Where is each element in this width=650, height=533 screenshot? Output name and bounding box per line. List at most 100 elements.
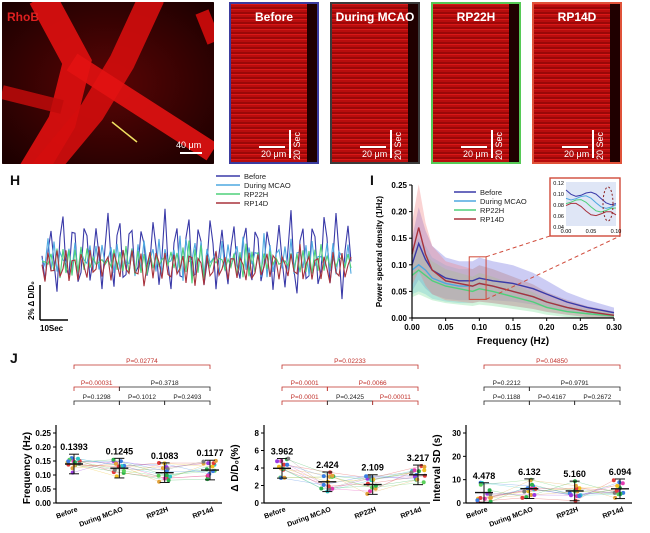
paired-line	[69, 459, 215, 477]
data-point	[206, 473, 211, 478]
inset-y-tick-label: 0.04	[553, 225, 564, 231]
paired-line	[487, 491, 619, 496]
y-tick-label: 2	[255, 482, 260, 491]
paired-line	[480, 482, 624, 494]
significance-bracket	[528, 386, 621, 391]
category-label: Before	[55, 506, 78, 520]
paired-line	[490, 484, 621, 502]
panel-i-chart: 0.00 0.05 0.10 0.15 0.20 0.25 0.30 0.00 0.05 0.10…	[375, 177, 622, 347]
legend-label: RP14D	[244, 199, 269, 208]
data-point	[617, 480, 622, 485]
zoom-box	[468, 256, 487, 300]
significance-bracket	[483, 386, 530, 391]
paired-line	[281, 460, 415, 492]
p-value-label: P=0.2212	[493, 380, 521, 387]
inset-x-tick-label: 0.05	[586, 229, 597, 235]
data-point	[614, 488, 619, 493]
x-tick-label: 0.00	[404, 323, 420, 332]
data-point	[522, 489, 527, 494]
data-point	[279, 459, 284, 463]
data-point	[285, 462, 290, 467]
data-point	[365, 491, 370, 496]
data-point	[532, 493, 537, 497]
kymograph-scale-label: 20 μm	[564, 149, 590, 159]
data-point	[475, 498, 480, 503]
y-axis-title: Interval SD (s)	[432, 434, 443, 501]
data-point	[156, 473, 161, 478]
y-tick-label: 0.20	[391, 208, 407, 217]
paired-line	[482, 482, 621, 496]
y-tick-label: 0	[457, 499, 462, 508]
kymograph-panel-3: RP14D 20 μm 20 Sec	[532, 2, 622, 164]
data-point	[205, 477, 210, 482]
panel-j-label: J	[10, 350, 18, 366]
paired-line	[489, 481, 621, 498]
data-point	[530, 482, 534, 487]
p-value-label: P=0.04850	[536, 358, 568, 365]
significance-bracket	[164, 400, 211, 405]
data-point	[119, 464, 124, 469]
kymograph-time-label: 20 Sec	[595, 131, 605, 160]
data-point	[482, 496, 487, 501]
paired-line	[71, 457, 210, 475]
kymograph-scale-label: 20 μm	[362, 149, 388, 159]
panel-j-dd0-chart: 3.962 2.424 2.109 3.217 0 2 4 6 8 Before During MC…	[230, 358, 430, 529]
legend-label: RP22H	[480, 206, 504, 215]
data-point	[422, 464, 427, 469]
significance-bracket	[326, 400, 374, 405]
scale-x-label: 10Sec	[40, 324, 64, 333]
p-value-label: P=0.0001	[291, 394, 319, 401]
data-point	[281, 462, 286, 467]
panel-i-label: I	[370, 172, 374, 188]
inset-y-tick-label: 0.12	[553, 181, 564, 187]
category-label: RP22H	[354, 506, 378, 520]
kymograph-title: Before	[254, 10, 293, 24]
category-label: During MCAO	[79, 506, 125, 528]
y-tick-label: 0.15	[391, 234, 407, 243]
mean-label: 0.1393	[60, 442, 88, 452]
kymograph-dark-edge	[307, 4, 317, 162]
category-label: RP14d	[192, 506, 215, 520]
data-point	[330, 473, 335, 478]
panel-h-label: H	[10, 172, 21, 188]
data-point	[421, 480, 426, 485]
y-tick-label: 0	[255, 499, 260, 508]
paired-line	[68, 462, 214, 467]
y-tick-label: 6	[255, 447, 260, 456]
data-point	[76, 456, 80, 461]
p-value-label: P=0.00011	[380, 394, 412, 401]
category-label: RP22H	[146, 506, 170, 520]
p-value-label: P=0.1012	[128, 394, 156, 401]
psd-line-rp22h	[411, 269, 615, 317]
kymograph-scalebar	[461, 146, 487, 148]
significance-bracket	[118, 386, 211, 391]
data-point	[213, 458, 218, 463]
data-point	[529, 493, 534, 497]
data-point	[409, 470, 414, 475]
data-point	[118, 459, 123, 464]
significance-bracket	[372, 400, 419, 405]
band-rp22h	[412, 245, 614, 318]
paired-line	[280, 476, 424, 488]
inset-y-tick-label: 0.06	[553, 214, 564, 220]
data-point	[206, 461, 211, 466]
kymograph-scale-label: 20 μm	[463, 149, 489, 159]
significance-bracket	[118, 400, 166, 405]
data-point	[164, 473, 169, 478]
kymograph-title: RP22H	[456, 10, 496, 24]
zoom-connector	[485, 235, 551, 258]
paired-line	[72, 460, 216, 482]
x-tick-label: 0.10	[472, 323, 488, 332]
data-point	[201, 459, 206, 464]
significance-bracket	[528, 400, 576, 405]
data-point	[620, 481, 625, 486]
data-point	[478, 496, 483, 500]
inset-y-tick-label: 0.10	[553, 192, 564, 198]
psd-line-before	[411, 241, 615, 314]
category-label: Before	[263, 506, 286, 520]
x-tick-label: 0.25	[573, 323, 589, 332]
paired-line	[280, 468, 418, 495]
kymograph-panel-1: During MCAO 20 μm 20 Sec	[330, 2, 420, 164]
paired-line	[79, 461, 204, 471]
